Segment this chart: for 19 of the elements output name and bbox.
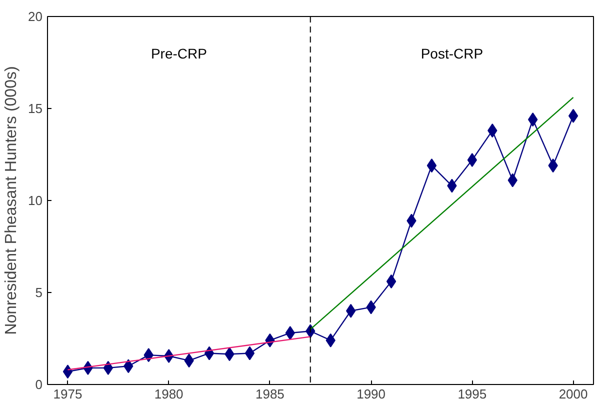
- x-tick-label: 2000: [558, 386, 588, 401]
- y-tick-label: 5: [35, 285, 43, 300]
- y-tick-label: 15: [28, 101, 43, 116]
- y-axis-title: Nonresident Pheasant Hunters (000s): [3, 66, 20, 335]
- y-tick-label: 0: [35, 377, 43, 392]
- x-tick-label: 1975: [53, 386, 82, 401]
- x-tick-label: 1995: [458, 386, 487, 401]
- x-tick-label: 1985: [255, 386, 284, 401]
- point: [244, 346, 255, 360]
- x-tick-label: 1990: [356, 386, 386, 401]
- y-tick-label: 20: [28, 9, 43, 24]
- x-tick-label: 1980: [154, 386, 184, 401]
- point: [62, 364, 73, 379]
- annotation: Post-CRP: [420, 45, 484, 62]
- point: [568, 108, 578, 123]
- point: [386, 274, 396, 288]
- point: [426, 158, 437, 173]
- annotation: Pre-CRP: [150, 45, 207, 62]
- y-tick-label: 10: [28, 193, 43, 208]
